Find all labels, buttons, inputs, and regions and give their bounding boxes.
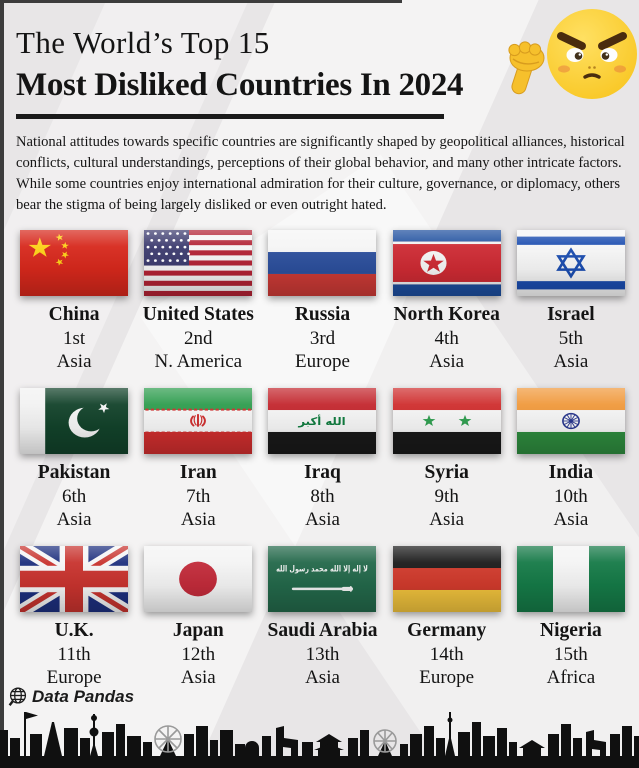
country-name-label: Saudi Arabia [267,620,378,641]
usa-flag [144,230,253,296]
country-card: Israel 5th Asia [509,230,633,373]
iraq-flag: الله أكبر [268,388,377,454]
country-name-label: India [548,462,594,483]
country-rank-label: 4th [434,328,459,349]
country-rank-label: 9th [434,486,459,507]
country-card: North Korea 4th Asia [385,230,509,373]
north-korea-flag [392,230,501,296]
syria-flag [392,388,501,454]
country-rank-label: 2nd [184,328,213,349]
country-card: Syria 9th Asia [385,388,509,531]
country-region-label: Asia [553,509,589,530]
japan-flag [144,546,253,612]
country-region-label: Asia [180,667,216,688]
country-rank-label: 7th [186,486,211,507]
country-region-label: Europe [419,667,475,688]
country-name-label: North Korea [393,304,500,325]
country-card: U.K. 11th Europe [12,546,136,689]
pakistan-flag [20,388,129,454]
country-card: United States 2nd N. America [136,230,260,373]
saudi-arabia-flag: لا إله إلا الله محمد رسول الله [268,546,377,612]
country-region-label: Europe [295,351,350,372]
description-text: National attitudes towards specific coun… [16,134,625,213]
country-region-label: Asia [429,351,465,372]
country-rank-label: 12th [181,644,216,665]
iran-flag [144,388,253,454]
germany-flag [392,546,501,612]
country-region-label: Asia [429,509,465,530]
country-rank-label: 15th [554,644,588,665]
country-name-label: United States [142,304,254,325]
country-region-label: Asia [305,667,340,688]
country-name-label: Japan [172,620,224,641]
country-region-label: Africa [546,667,596,688]
country-card: China 1st Asia [12,230,136,373]
country-name-label: Syria [424,462,469,483]
country-region-label: Asia [305,509,340,530]
country-rank-label: 8th [310,486,335,507]
country-name-label: U.K. [54,620,94,641]
thumbs-down-icon [508,41,545,95]
country-rank-label: 6th [61,486,87,507]
angry-emoji-group [500,2,639,119]
country-card: Nigeria 15th Africa [509,546,633,689]
countries-grid: China 1st Asia United States 2nd N. Amer… [12,230,633,689]
country-rank-label: 5th [558,328,584,349]
country-name-label: Germany [407,620,487,641]
country-region-label: Asia [553,351,589,372]
country-rank-label: 13th [305,644,340,665]
country-card: لا إله إلا الله محمد رسول الله Saudi Ara… [260,546,384,689]
nigeria-flag [516,546,625,612]
datapandas-watermark: Data Pandas [7,686,134,708]
country-card: Japan 12th Asia [136,546,260,689]
country-name-label: Pakistan [37,462,111,483]
country-card: Germany 14th Europe [385,546,509,689]
russia-flag [268,230,377,296]
country-card: Iran 7th Asia [136,388,260,531]
title-underline [16,114,444,119]
country-rank-label: 1st [63,328,86,349]
country-region-label: Asia [56,351,92,372]
country-name-label: Iran [179,462,217,483]
country-region-label: Asia [180,509,216,530]
country-card: India 10th Asia [509,388,633,531]
country-name-label: Nigeria [540,620,602,641]
angry-face-icon [547,9,637,99]
country-name-label: Israel [547,304,595,325]
top-edge-bar [0,0,402,3]
country-region-label: Asia [56,509,92,530]
watermark-label: Data Pandas [32,687,135,706]
country-name-label: China [48,304,100,325]
israel-flag [516,230,625,296]
globe-icon [8,687,27,706]
country-region-label: N. America [154,351,243,372]
country-rank-label: 14th [429,644,464,665]
country-card: Russia 3rd Europe [260,230,384,373]
country-name-label: Russia [294,304,351,325]
country-name-label: Iraq [304,462,341,483]
country-rank-label: 3rd [309,328,336,349]
left-edge-bar [0,0,4,768]
city-skyline-silhouette [0,712,639,768]
china-flag [20,230,129,296]
country-rank-label: 10th [554,486,588,507]
country-card: Pakistan 6th Asia [12,388,136,531]
india-flag [516,388,625,454]
country-rank-label: 11th [57,644,91,665]
country-card: الله أكبر Iraq 8th Asia [260,388,384,531]
uk-flag [20,546,129,612]
